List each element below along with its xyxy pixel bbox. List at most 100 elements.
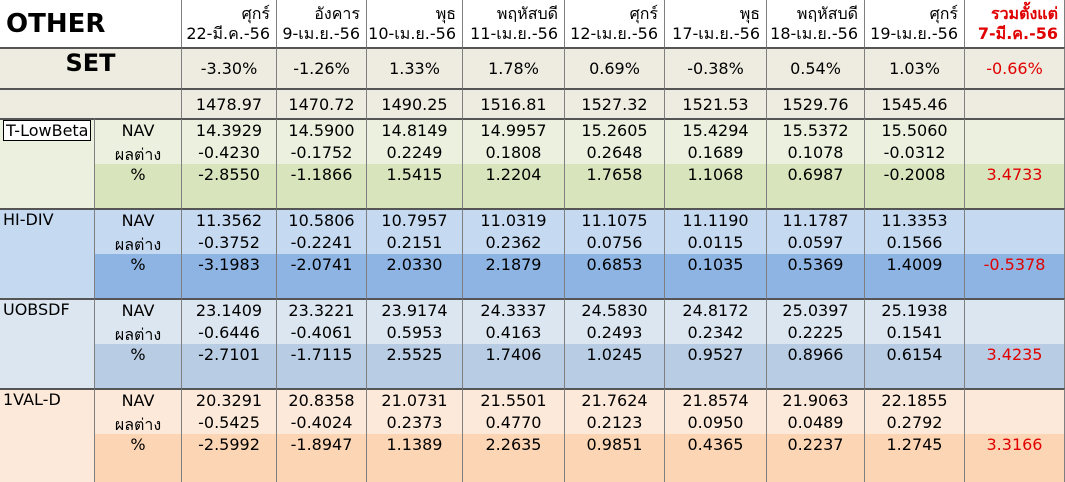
value: 25.1938: [865, 298, 965, 322]
set-change-text: -3.30%: [200, 59, 258, 78]
date-header-text: ศุกร์: [241, 3, 270, 23]
row-label-text: NAV: [121, 121, 155, 140]
set-change: -0.38%: [665, 47, 767, 88]
value-text: 15.2605: [581, 121, 648, 140]
row-label-text: %: [130, 345, 146, 364]
date-header: พฤหัสบดี 11-เม.ย.-56: [463, 0, 565, 47]
value-text: 25.1938: [881, 301, 948, 320]
value-text: 0.0597: [787, 233, 844, 252]
value: 0.0950: [665, 412, 767, 434]
value: 21.9063: [767, 388, 865, 412]
value-text: 21.0731: [381, 391, 448, 410]
value-text: 20.3291: [195, 391, 263, 410]
total: [965, 232, 1065, 254]
value-text: 11.1075: [581, 211, 648, 230]
value: 22.1855: [865, 388, 965, 412]
value: 1.7406: [463, 344, 565, 388]
set-change-text: 0.69%: [589, 59, 640, 78]
value: -0.2008: [865, 164, 965, 208]
value: 23.1409: [182, 298, 277, 322]
value-text: 1.2745: [886, 435, 943, 454]
value-text: 11.3353: [881, 211, 948, 230]
set-index-text: 1516.81: [480, 94, 547, 114]
total: [965, 118, 1065, 142]
set-change-text: 0.54%: [790, 59, 841, 78]
date-header: พุธ 10-เม.ย.-56: [367, 0, 463, 47]
value: -0.1752: [277, 142, 367, 164]
value: 0.2648: [565, 142, 665, 164]
value: -2.5992: [182, 434, 277, 482]
value-text: 0.1566: [886, 233, 943, 252]
value: 1.2204: [463, 164, 565, 208]
value-text: -1.1866: [290, 165, 353, 184]
row-label-text: ผลต่าง: [114, 235, 162, 254]
date-header-text: 22-มี.ค.-56: [186, 23, 270, 43]
value: 11.1787: [767, 208, 865, 232]
value: 2.1879: [463, 254, 565, 298]
value: -0.0312: [865, 142, 965, 164]
value: 24.5830: [565, 298, 665, 322]
total: [965, 388, 1065, 412]
value: 0.4770: [463, 412, 565, 434]
set-change-text: 1.03%: [889, 59, 940, 78]
date-header-text: 9-เม.ย.-56: [282, 23, 360, 43]
value-text: 24.3337: [480, 301, 547, 320]
value-text: 23.9174: [381, 301, 448, 320]
value: 1.5415: [367, 164, 463, 208]
fund-name-text: T-LowBeta: [3, 120, 92, 141]
value-text: 0.2362: [485, 233, 542, 252]
value: 0.4365: [665, 434, 767, 482]
value-text: -0.1752: [290, 143, 353, 162]
value-text: -0.4024: [290, 413, 353, 432]
value-text: 0.2373: [386, 413, 443, 432]
value: 20.3291: [182, 388, 277, 412]
set-change: -3.30%: [182, 47, 277, 88]
value: 21.8574: [665, 388, 767, 412]
value-text: -0.2241: [290, 233, 353, 252]
set-index-text: 1521.53: [682, 94, 749, 114]
value-text: 14.3929: [195, 121, 263, 140]
value-text: 2.0330: [386, 255, 443, 274]
value: -0.3752: [182, 232, 277, 254]
value: 0.0489: [767, 412, 865, 434]
set-change-total: -0.66%: [965, 47, 1065, 88]
value-text: 11.1190: [682, 211, 749, 230]
row-label-text: NAV: [121, 211, 155, 230]
total: [965, 208, 1065, 232]
value-text: -3.1983: [198, 255, 260, 274]
row-label-text: ผลต่าง: [114, 415, 162, 434]
value: 15.4294: [665, 118, 767, 142]
date-header: พุธ 17-เม.ย.-56: [665, 0, 767, 47]
total: [965, 322, 1065, 344]
row-label-text: ผลต่าง: [114, 145, 162, 164]
value-text: 0.0115: [687, 233, 744, 252]
value: 14.5900: [277, 118, 367, 142]
set-index: 1516.81: [463, 88, 565, 118]
value: -1.7115: [277, 344, 367, 388]
value-text: 0.6154: [886, 345, 943, 364]
value: 15.5060: [865, 118, 965, 142]
value: -0.6446: [182, 322, 277, 344]
value-text: 0.2493: [586, 323, 643, 342]
value-text: 1.5415: [386, 165, 443, 184]
set-blank: [965, 88, 1065, 118]
value: 14.9957: [463, 118, 565, 142]
value-text: -2.0741: [290, 255, 353, 274]
row-label-text: %: [130, 255, 146, 274]
date-header-text: 11-เม.ย.-56: [470, 23, 558, 43]
value: 14.8149: [367, 118, 463, 142]
value: 25.0397: [767, 298, 865, 322]
value-text: -0.6446: [198, 323, 260, 342]
total-header: รวมตั้งแต่ 7-มี.ค.-56: [965, 0, 1065, 47]
value: 11.0319: [463, 208, 565, 232]
value-text: -0.4230: [198, 143, 260, 162]
set-change-total-text: -0.66%: [986, 59, 1043, 78]
total-text: 3.3166: [986, 435, 1043, 454]
value: 15.5372: [767, 118, 865, 142]
value-text: 0.8966: [787, 345, 844, 364]
value-text: 11.1787: [782, 211, 849, 230]
value-text: -0.5425: [198, 413, 260, 432]
value-text: 0.1808: [485, 143, 542, 162]
value-text: 0.1689: [687, 143, 744, 162]
